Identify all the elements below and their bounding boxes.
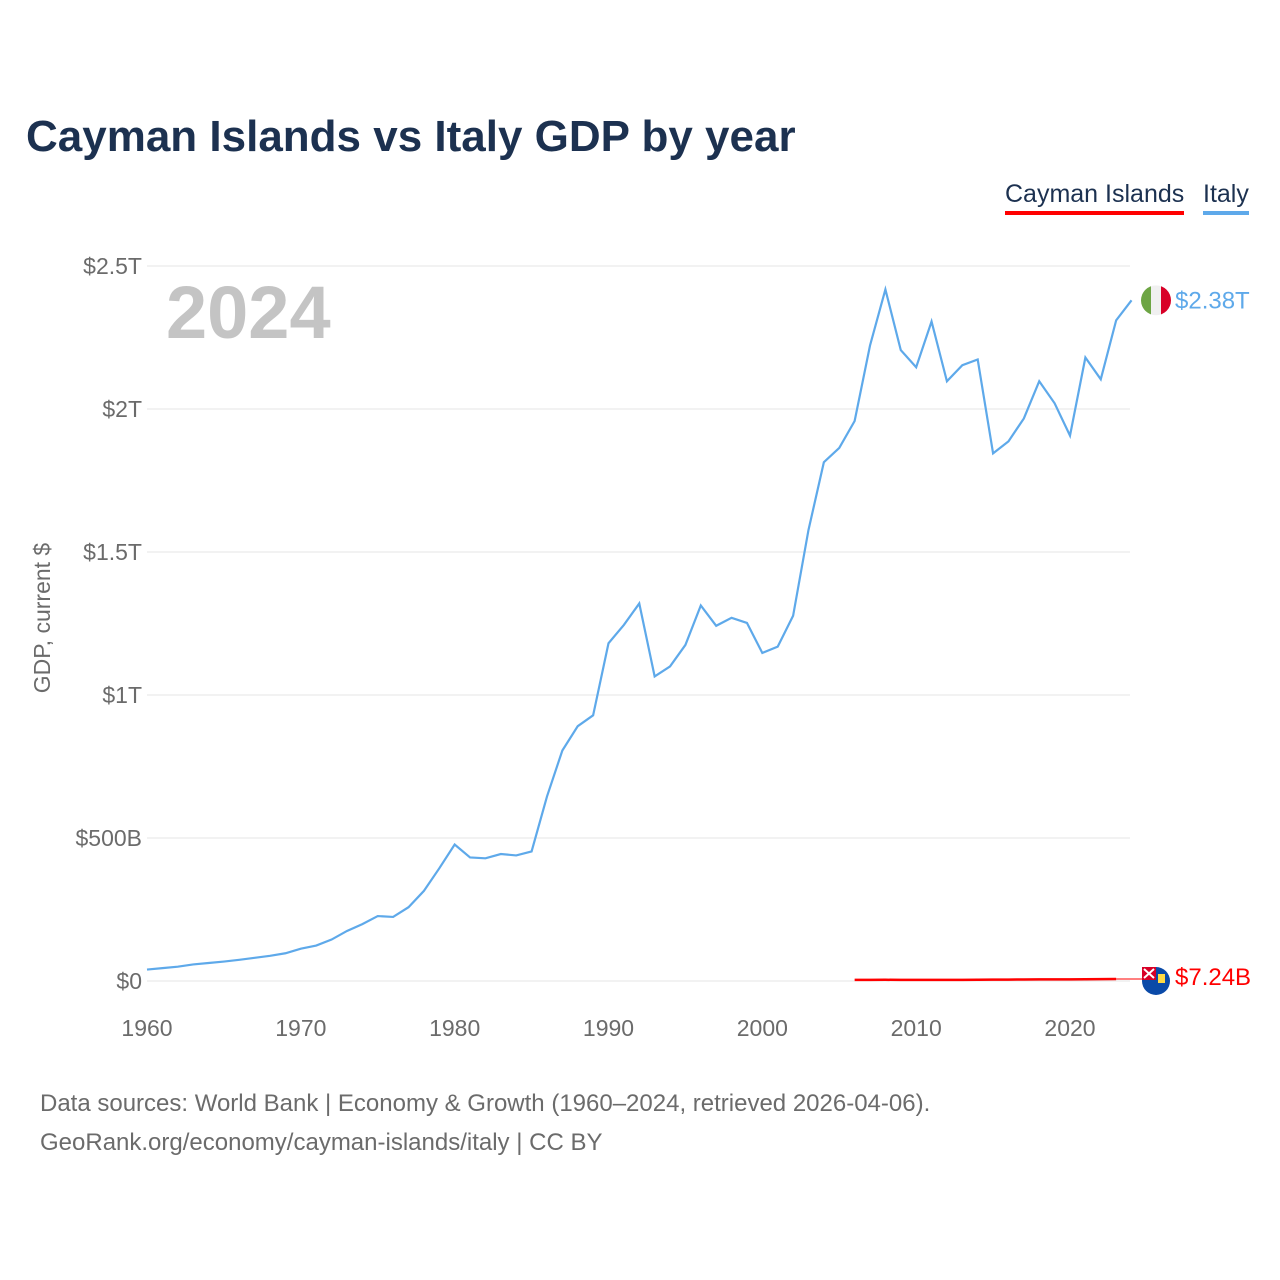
x-tick-label: 2010 xyxy=(891,1015,942,1041)
y-tick-label: $500B xyxy=(75,825,142,851)
cayman-islands-flag-icon xyxy=(1142,967,1170,995)
flag-cross xyxy=(1143,968,1155,979)
y-tick-label: $0 xyxy=(116,968,142,994)
x-tick-label: 2000 xyxy=(737,1015,788,1041)
legend-italy[interactable]: Italy xyxy=(1203,180,1249,215)
y-tick-label: $2.5T xyxy=(83,253,142,279)
italy-flag-icon xyxy=(1141,285,1171,316)
x-tick-label: 1970 xyxy=(275,1015,326,1041)
cayman-end-label: $7.24B xyxy=(1175,964,1251,991)
cayman-islands-line xyxy=(854,977,1117,982)
italy-line xyxy=(146,285,1133,971)
x-tick-label: 1980 xyxy=(429,1015,480,1041)
sources-line-2[interactable]: GeoRank.org/economy/cayman-islands/italy… xyxy=(40,1129,603,1156)
y-axis-label: GDP, current $ xyxy=(29,543,55,694)
flag-white xyxy=(1151,285,1161,316)
y-tick-label: $2T xyxy=(102,396,142,422)
y-tick-label: $1T xyxy=(102,682,142,708)
flag-crest xyxy=(1158,974,1165,983)
legend-cayman-islands[interactable]: Cayman Islands xyxy=(1005,180,1185,215)
year-watermark: 2024 xyxy=(166,271,331,354)
sources-line-1: Data sources: World Bank | Economy & Gro… xyxy=(40,1090,931,1117)
italy-end-label: $2.38T xyxy=(1175,287,1250,314)
flag-red xyxy=(1161,285,1171,316)
x-tick-label: 1960 xyxy=(121,1015,172,1041)
flag-green xyxy=(1141,285,1151,316)
x-tick-label: 1990 xyxy=(583,1015,634,1041)
x-tick-label: 2020 xyxy=(1044,1015,1095,1041)
chart-title: Cayman Islands vs Italy GDP by year xyxy=(26,112,796,161)
y-tick-label: $1.5T xyxy=(83,539,142,565)
data-sources: Data sources: World Bank | Economy & Gro… xyxy=(40,1084,930,1162)
